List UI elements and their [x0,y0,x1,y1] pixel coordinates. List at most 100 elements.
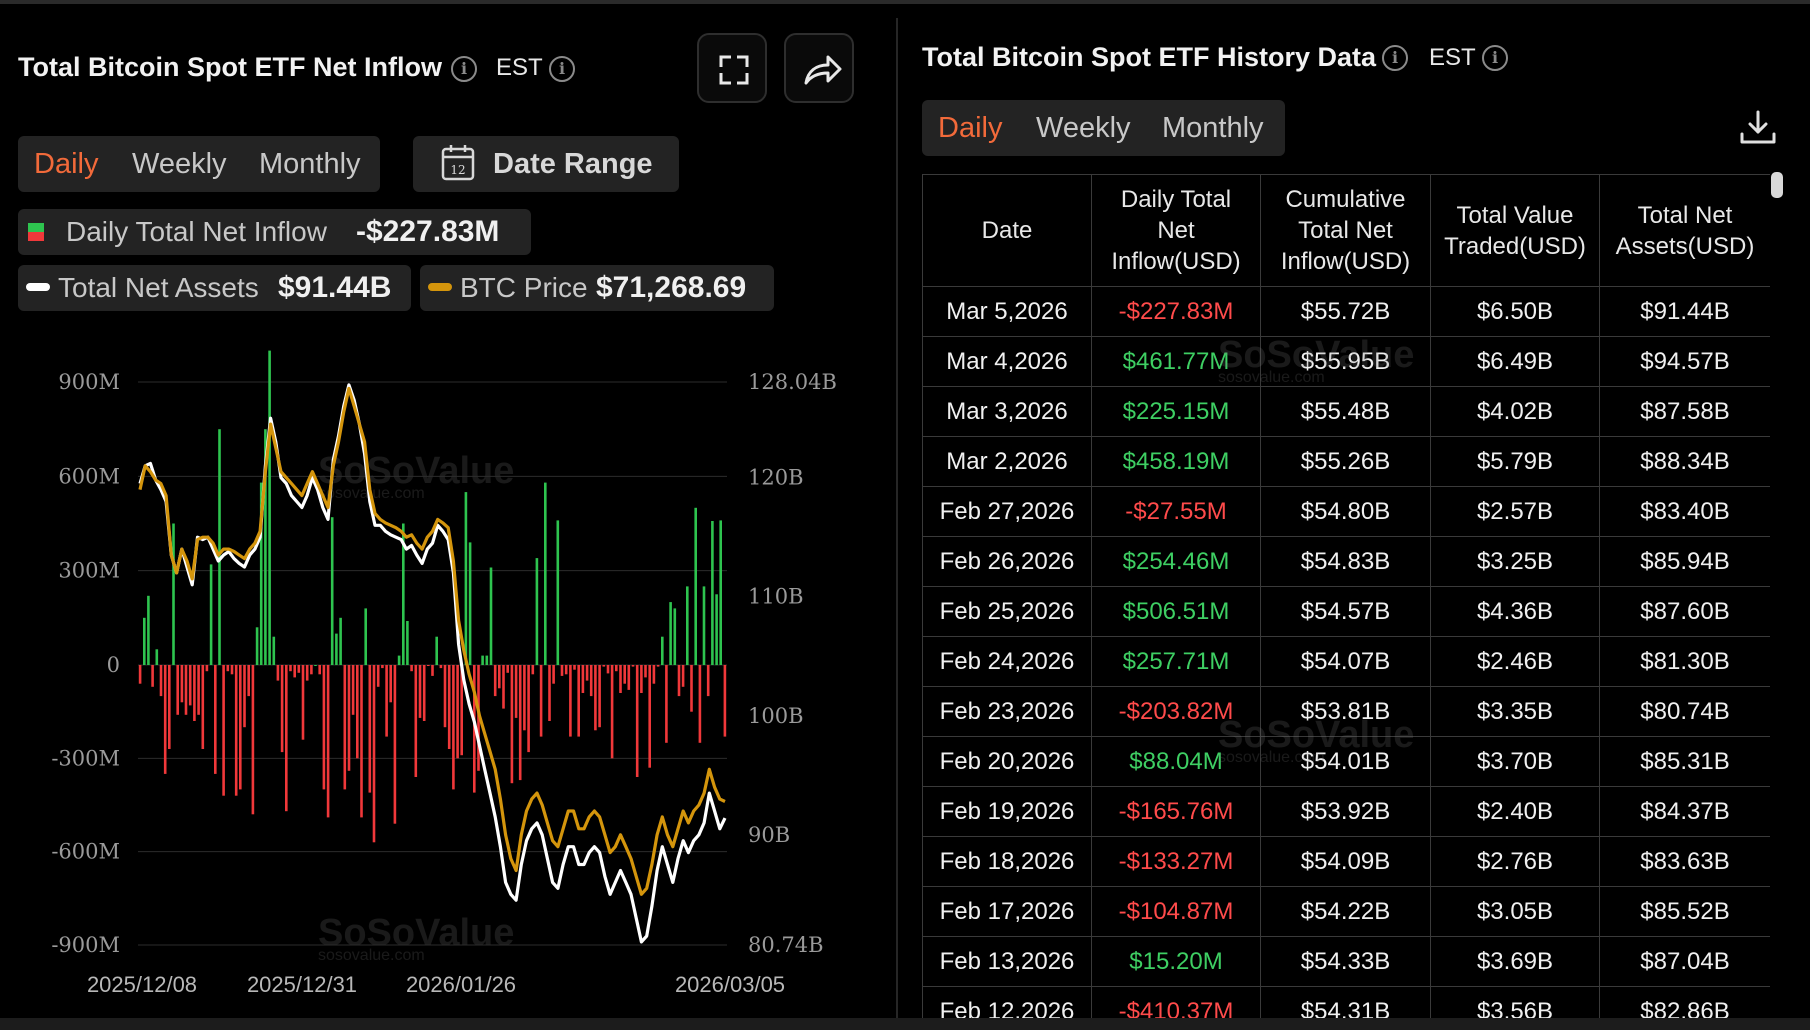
tab-monthly[interactable]: Monthly [1162,112,1264,144]
inflow-bar[interactable] [485,655,489,665]
inflow-bar[interactable] [585,665,589,681]
inflow-bar[interactable] [552,665,555,684]
inflow-bar[interactable] [569,665,572,737]
inflow-bar[interactable] [347,665,351,771]
table-scrollbar[interactable] [1771,172,1783,198]
inflow-bar[interactable] [414,665,418,777]
inflow-bar[interactable] [544,482,547,665]
inflow-bar[interactable] [606,665,610,674]
inflow-bar[interactable] [247,665,250,697]
inflow-bar[interactable] [251,665,255,815]
inflow-bar[interactable] [330,517,334,665]
total-net-assets-line[interactable] [138,383,727,944]
header-net-assets[interactable]: Total Net Assets(USD) [1599,174,1770,287]
inflow-bar[interactable] [280,665,284,753]
inflow-bar[interactable] [452,665,455,790]
inflow-bar[interactable] [293,665,296,678]
inflow-bar[interactable] [193,665,196,721]
inflow-bar[interactable] [159,665,163,697]
table-row[interactable]: Feb 23,2026 -$203.82M $53.81B $3.35B $80.74B [922,686,1770,737]
inflow-bar[interactable] [531,665,535,675]
inflow-bar[interactable] [627,665,631,690]
inflow-bar[interactable] [155,649,159,665]
inflow-bar[interactable] [656,665,660,667]
inflow-bar[interactable] [243,665,246,728]
inflow-bar[interactable] [339,617,342,665]
inflow-bar[interactable] [381,665,384,669]
header-daily-inflow[interactable]: Daily Total Net Inflow(USD) [1091,174,1261,287]
timezone-info-icon[interactable]: i [549,56,575,82]
inflow-bar[interactable] [464,492,468,665]
inflow-bar[interactable] [222,665,225,796]
inflow-bar[interactable] [143,617,146,665]
inflow-bar[interactable] [711,521,714,665]
header-cumulative-inflow[interactable]: Cumulative Total Net Inflow(USD) [1260,174,1431,287]
table-row[interactable]: Mar 4,2026 $461.77M $55.95B $6.49B $94.57B [922,336,1770,387]
btc-price-line[interactable] [138,386,726,896]
inflow-bar[interactable] [335,633,338,665]
inflow-bar[interactable] [456,665,459,759]
inflow-bar[interactable] [652,665,656,684]
inflow-bar[interactable] [201,665,205,749]
inflow-bar[interactable] [610,665,614,759]
share-button[interactable] [784,33,854,103]
inflow-bar[interactable] [234,665,238,796]
table-row[interactable]: Feb 26,2026 $254.46M $54.83B $3.25B $85.94B [922,536,1770,587]
inflow-bar[interactable] [460,665,463,756]
inflow-bar[interactable] [439,665,443,669]
inflow-bar[interactable] [197,665,200,715]
inflow-bar[interactable] [489,567,493,666]
inflow-bar[interactable] [706,665,710,697]
info-icon[interactable]: i [1382,45,1408,71]
inflow-bar[interactable] [443,665,447,728]
inflow-bar[interactable] [447,665,451,749]
inflow-bar[interactable] [589,665,593,697]
inflow-bar[interactable] [351,665,355,715]
inflow-bar[interactable] [418,665,422,718]
inflow-bar[interactable] [577,665,580,737]
inflow-bar[interactable] [619,665,622,693]
inflow-bar[interactable] [640,665,643,693]
tab-weekly[interactable]: Weekly [1036,112,1131,144]
inflow-bar[interactable] [498,665,501,689]
inflow-bar[interactable] [468,542,472,665]
inflow-bar[interactable] [310,665,313,675]
table-row[interactable]: Mar 2,2026 $458.19M $55.26B $5.79B $88.34B [922,436,1770,487]
download-icon[interactable] [1736,106,1780,150]
inflow-bar[interactable] [372,665,376,843]
inflow-bar[interactable] [677,665,681,697]
inflow-bar[interactable] [393,665,397,824]
inflow-bar[interactable] [314,665,317,666]
inflow-bar[interactable] [364,608,367,665]
inflow-bar[interactable] [406,621,409,665]
inflow-bar[interactable] [385,665,388,737]
inflow-bar[interactable] [493,665,497,697]
table-row[interactable]: Mar 3,2026 $225.15M $55.48B $4.02B $87.58B [922,386,1770,437]
inflow-bar[interactable] [690,665,693,712]
timezone-info-icon[interactable]: i [1482,45,1508,71]
inflow-bar[interactable] [297,665,301,673]
inflow-bar[interactable] [255,627,259,665]
inflow-bar[interactable] [644,665,647,678]
inflow-bar[interactable] [397,655,401,665]
inflow-bar[interactable] [285,665,288,812]
inflow-bar[interactable] [305,665,309,681]
inflow-bar[interactable] [556,520,560,665]
inflow-bar[interactable] [318,665,321,675]
inflow-bar[interactable] [661,636,664,665]
inflow-bar[interactable] [598,665,601,728]
inflow-bar[interactable] [669,602,672,665]
table-row[interactable]: Feb 24,2026 $257.71M $54.07B $2.46B $81.30B [922,636,1770,687]
tab-daily[interactable]: Daily [938,112,1003,144]
inflow-bar[interactable] [506,665,509,673]
inflow-bar[interactable] [188,665,192,706]
table-row[interactable]: Feb 25,2026 $506.51M $54.57B $4.36B $87.60B [922,586,1770,637]
fullscreen-button[interactable] [697,33,767,103]
inflow-bar[interactable] [427,665,430,666]
header-value-traded[interactable]: Total Value Traded(USD) [1430,174,1600,287]
inflow-bar[interactable] [214,665,217,774]
inflow-bar[interactable] [176,665,179,715]
table-row[interactable]: Feb 20,2026 $88.04M $54.01B $3.70B $85.31B [922,736,1770,787]
inflow-bar[interactable] [368,665,372,793]
table-row[interactable]: Feb 18,2026 -$133.27M $54.09B $2.76B $83.63B [922,836,1770,887]
